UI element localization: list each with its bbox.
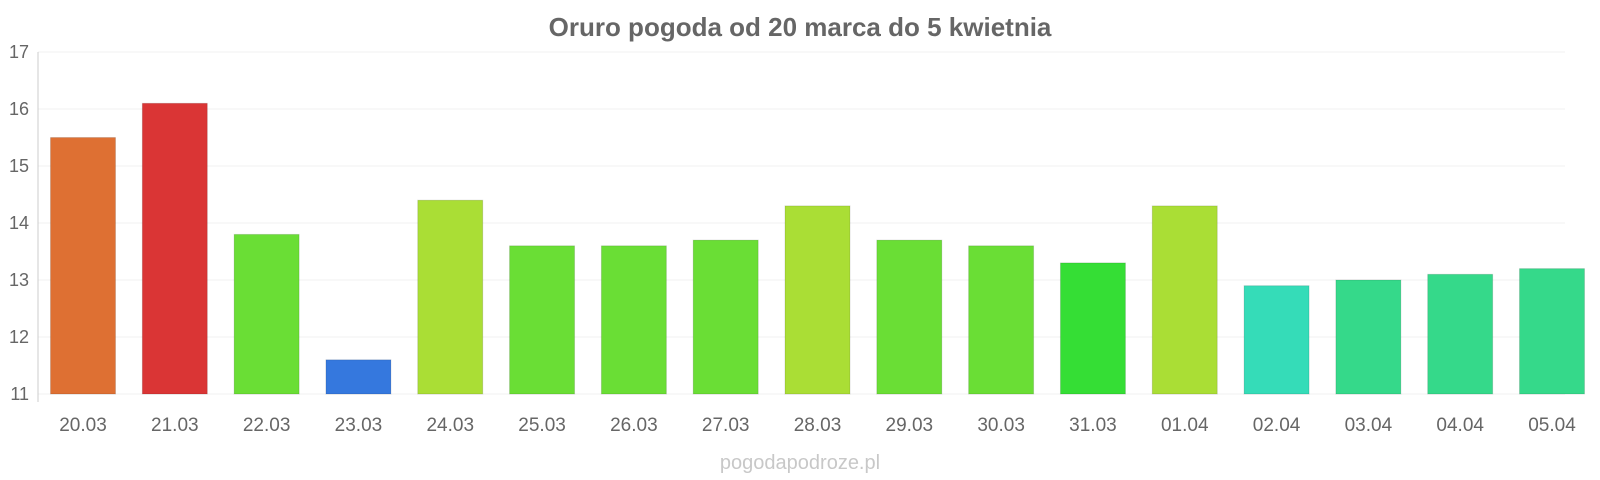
x-tick-label: 05.04 (1528, 415, 1576, 436)
x-tick-label: 02.04 (1253, 415, 1301, 436)
bar-20.03[interactable] (50, 137, 116, 395)
x-tick-label: 23.03 (335, 415, 383, 436)
x-tick-label: 24.03 (426, 415, 474, 436)
x-tick-label: 22.03 (243, 415, 291, 436)
y-tick-label: 12 (9, 327, 29, 347)
x-tick-label: 26.03 (610, 415, 658, 436)
y-tick-label: 11 (10, 384, 29, 404)
bar-21.03[interactable] (141, 102, 208, 395)
x-axis-ticks: 20.03 21.03 22.03 23.03 24.03 25.03 26.03 27.03… (59, 415, 1576, 436)
x-tick-label: 04.04 (1436, 415, 1484, 436)
bar-28.03[interactable] (784, 205, 851, 395)
x-tick-label: 03.04 (1345, 415, 1393, 436)
bar-29.03[interactable] (876, 239, 943, 395)
x-tick-label: 01.04 (1161, 415, 1209, 436)
chart-title: Oruro pogoda od 20 marca do 5 kwietnia (549, 12, 1052, 42)
watermark: pogodapodroze.pl (720, 452, 880, 474)
x-tick-label: 20.03 (59, 415, 107, 436)
bar-03.04[interactable] (1335, 279, 1402, 395)
x-tick-label: 21.03 (151, 415, 199, 436)
y-tick-label: 16 (9, 99, 29, 119)
bar-25.03[interactable] (509, 245, 576, 395)
bars (50, 102, 1585, 395)
x-tick-label: 25.03 (518, 415, 566, 436)
y-tick-label: 13 (9, 270, 29, 290)
y-tick-label: 14 (9, 213, 29, 233)
bar-31.03[interactable] (1059, 262, 1126, 395)
bar-01.04[interactable] (1151, 205, 1218, 395)
y-axis-ticks: 11 12 13 14 15 16 17 (9, 42, 29, 404)
bar-27.03[interactable] (692, 239, 759, 395)
x-tick-label: 31.03 (1069, 415, 1117, 436)
bar-23.03[interactable] (325, 359, 392, 395)
bar-02.04[interactable] (1243, 285, 1310, 395)
y-tick-label: 17 (9, 42, 29, 62)
bar-22.03[interactable] (233, 233, 300, 395)
x-tick-label: 30.03 (977, 415, 1025, 436)
bar-30.03[interactable] (968, 245, 1035, 395)
bar-05.04[interactable] (1519, 268, 1585, 395)
x-tick-label: 29.03 (886, 415, 934, 436)
y-tick-label: 15 (9, 156, 29, 176)
bar-04.04[interactable] (1427, 273, 1494, 395)
bar-26.03[interactable] (600, 245, 667, 395)
x-tick-label: 28.03 (794, 415, 842, 436)
x-tick-label: 27.03 (702, 415, 750, 436)
bar-24.03[interactable] (417, 199, 484, 395)
